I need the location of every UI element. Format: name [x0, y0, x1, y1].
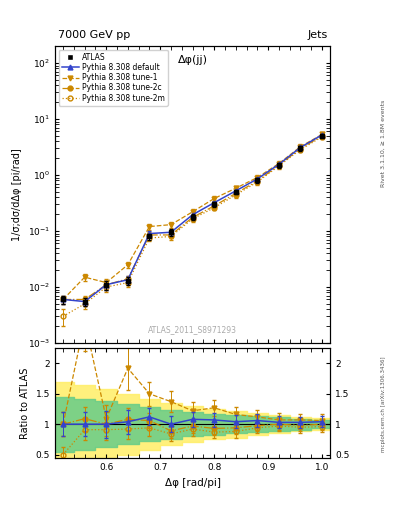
Text: 7000 GeV pp: 7000 GeV pp: [58, 30, 130, 40]
Text: Δφ(jj): Δφ(jj): [178, 55, 208, 65]
Text: Rivet 3.1.10, ≥ 1.8M events: Rivet 3.1.10, ≥ 1.8M events: [381, 100, 386, 187]
Text: Jets: Jets: [307, 30, 327, 40]
Y-axis label: Ratio to ATLAS: Ratio to ATLAS: [20, 368, 30, 439]
Legend: ATLAS, Pythia 8.308 default, Pythia 8.308 tune-1, Pythia 8.308 tune-2c, Pythia 8: ATLAS, Pythia 8.308 default, Pythia 8.30…: [59, 50, 168, 105]
Y-axis label: 1/σ;dσ/dΔφ [pi/rad]: 1/σ;dσ/dΔφ [pi/rad]: [12, 148, 22, 241]
Text: mcplots.cern.ch [arXiv:1306.3436]: mcplots.cern.ch [arXiv:1306.3436]: [381, 357, 386, 452]
Text: ATLAS_2011_S8971293: ATLAS_2011_S8971293: [148, 325, 237, 334]
X-axis label: Δφ [rad/pi]: Δφ [rad/pi]: [165, 478, 220, 487]
